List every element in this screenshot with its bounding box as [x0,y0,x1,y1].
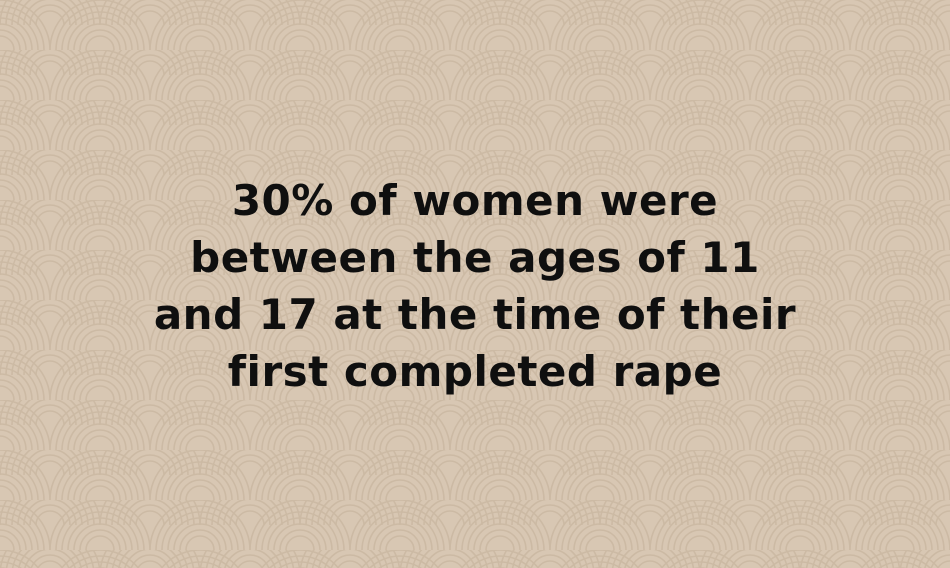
statement-line-1: 30% of women were [231,176,719,225]
statistic-statement: 30% of women were between the ages of 11… [154,168,796,400]
statement-line-2: between the ages of 11 [190,233,760,282]
statement-line-3: and 17 at the time of their [153,290,797,339]
statement-line-4: first completed rape [227,347,723,396]
